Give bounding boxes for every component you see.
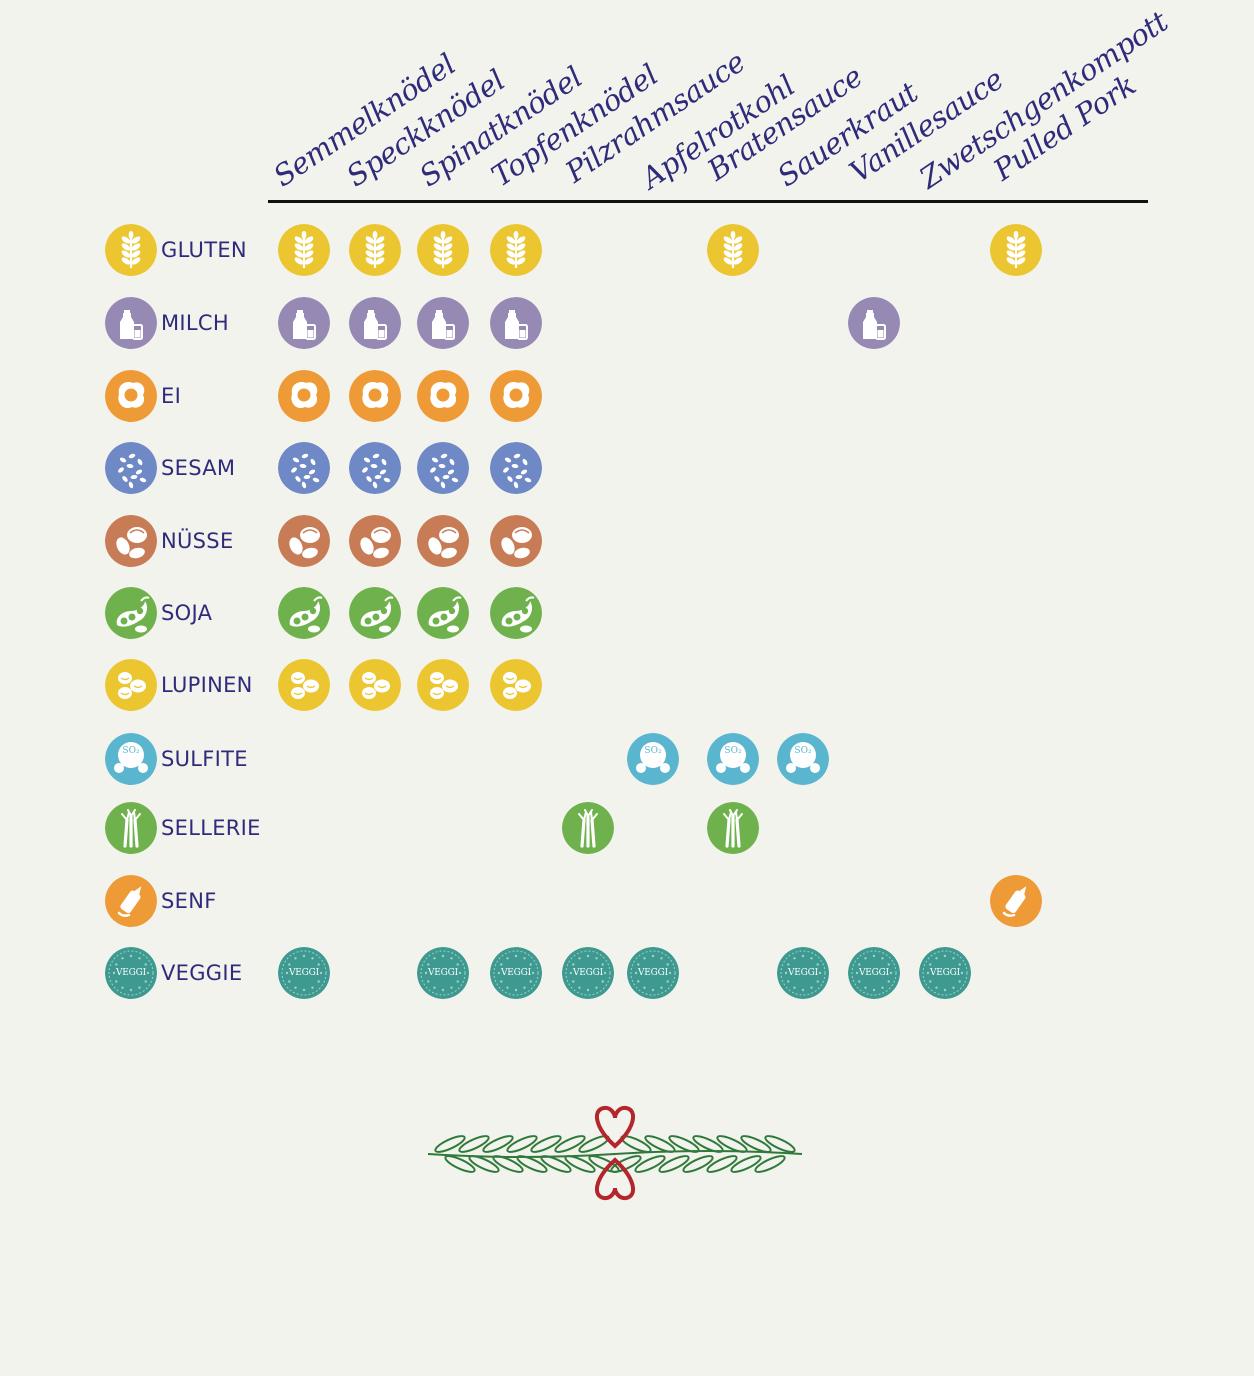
soybean-icon bbox=[417, 587, 469, 639]
allergen-label-gluten: GLUTEN bbox=[161, 238, 247, 262]
so2-icon: SO₂ bbox=[627, 733, 679, 785]
lupine-beans-icon bbox=[105, 659, 157, 711]
badge-text: VEGGI bbox=[858, 968, 889, 978]
sesame-seeds-icon bbox=[349, 442, 401, 494]
badge-text: SO₂ bbox=[644, 746, 662, 756]
nuts-icon bbox=[417, 515, 469, 567]
veggi-stamp-icon: VEGGI bbox=[777, 947, 829, 999]
lupine-beans-icon bbox=[490, 659, 542, 711]
lupine-beans-icon bbox=[349, 659, 401, 711]
header-divider bbox=[268, 200, 1148, 203]
celery-icon bbox=[105, 802, 157, 854]
badge-text: SO₂ bbox=[724, 746, 742, 756]
fried-egg-icon bbox=[105, 370, 157, 422]
soybean-icon bbox=[105, 587, 157, 639]
allergen-label-sellerie: SELLERIE bbox=[161, 816, 261, 840]
allergen-label-nuesse: NÜSSE bbox=[161, 529, 234, 553]
veggi-stamp-icon: VEGGI bbox=[490, 947, 542, 999]
badge-text: VEGGI bbox=[929, 968, 960, 978]
mustard-bottle-icon bbox=[105, 875, 157, 927]
lupine-beans-icon bbox=[278, 659, 330, 711]
fried-egg-icon bbox=[417, 370, 469, 422]
so2-icon: SO₂ bbox=[105, 733, 157, 785]
sesame-seeds-icon bbox=[417, 442, 469, 494]
veggi-stamp-icon: VEGGI bbox=[278, 947, 330, 999]
allergen-label-veggie: VEGGIE bbox=[161, 961, 243, 985]
veggi-stamp-icon: VEGGI bbox=[848, 947, 900, 999]
veggi-stamp-icon: VEGGI bbox=[919, 947, 971, 999]
wheat-icon bbox=[278, 224, 330, 276]
nuts-icon bbox=[278, 515, 330, 567]
badge-text: VEGGI bbox=[572, 968, 603, 978]
soybean-icon bbox=[349, 587, 401, 639]
veggi-stamp-icon: VEGGI bbox=[627, 947, 679, 999]
so2-icon: SO₂ bbox=[707, 733, 759, 785]
wheat-icon bbox=[490, 224, 542, 276]
fried-egg-icon bbox=[490, 370, 542, 422]
so2-icon: SO₂ bbox=[777, 733, 829, 785]
milk-bottle-icon bbox=[105, 297, 157, 349]
celery-icon bbox=[562, 802, 614, 854]
allergen-label-milch: MILCH bbox=[161, 311, 229, 335]
badge-text: SO₂ bbox=[794, 746, 812, 756]
wheat-icon bbox=[105, 224, 157, 276]
milk-bottle-icon bbox=[848, 297, 900, 349]
veggi-stamp-icon: VEGGI bbox=[417, 947, 469, 999]
wheat-icon bbox=[707, 224, 759, 276]
heart-laurel-ornament-icon bbox=[427, 1105, 803, 1201]
allergen-label-ei: EI bbox=[161, 384, 182, 408]
veggi-stamp-icon: VEGGI bbox=[105, 947, 157, 999]
badge-text: VEGGI bbox=[288, 968, 319, 978]
nuts-icon bbox=[490, 515, 542, 567]
badge-text: VEGGI bbox=[637, 968, 668, 978]
mustard-bottle-icon bbox=[990, 875, 1042, 927]
badge-text: SO₂ bbox=[122, 746, 140, 756]
allergen-label-lupinen: LUPINEN bbox=[161, 673, 253, 697]
lupine-beans-icon bbox=[417, 659, 469, 711]
wheat-icon bbox=[349, 224, 401, 276]
wheat-icon bbox=[990, 224, 1042, 276]
milk-bottle-icon bbox=[490, 297, 542, 349]
nuts-icon bbox=[105, 515, 157, 567]
milk-bottle-icon bbox=[417, 297, 469, 349]
veggi-stamp-icon: VEGGI bbox=[562, 947, 614, 999]
celery-icon bbox=[707, 802, 759, 854]
fried-egg-icon bbox=[349, 370, 401, 422]
badge-text: VEGGI bbox=[787, 968, 818, 978]
allergen-label-soja: SOJA bbox=[161, 601, 213, 625]
soybean-icon bbox=[278, 587, 330, 639]
milk-bottle-icon bbox=[349, 297, 401, 349]
sesame-seeds-icon bbox=[490, 442, 542, 494]
sesame-seeds-icon bbox=[105, 442, 157, 494]
badge-text: VEGGI bbox=[427, 968, 458, 978]
badge-text: VEGGI bbox=[115, 968, 146, 978]
badge-text: VEGGI bbox=[500, 968, 531, 978]
soybean-icon bbox=[490, 587, 542, 639]
sesame-seeds-icon bbox=[278, 442, 330, 494]
allergen-label-senf: SENF bbox=[161, 889, 217, 913]
milk-bottle-icon bbox=[278, 297, 330, 349]
allergen-label-sesam: SESAM bbox=[161, 456, 236, 480]
wheat-icon bbox=[417, 224, 469, 276]
nuts-icon bbox=[349, 515, 401, 567]
allergen-label-sulfite: SULFITE bbox=[161, 747, 248, 771]
fried-egg-icon bbox=[278, 370, 330, 422]
